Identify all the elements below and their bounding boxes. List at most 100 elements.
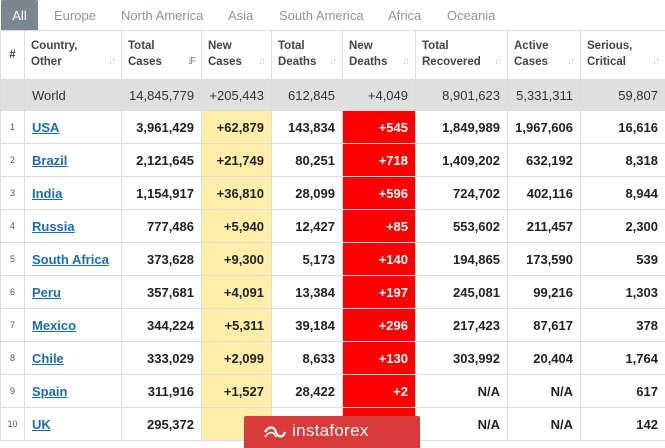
tab-south-america[interactable]: South America (279, 8, 364, 23)
header-label: Critical (587, 56, 626, 68)
total-recovered-cell: 8,901,623 (415, 79, 508, 111)
total-recovered-cell: 194,865 (415, 242, 508, 276)
tab-europe[interactable]: Europe (54, 8, 96, 23)
header-new-deaths[interactable]: New Deaths ↓↑ (342, 30, 416, 80)
total-recovered-cell: 724,702 (415, 176, 508, 210)
sort-descending-icon: ↓F (186, 56, 196, 67)
header-label: Other (31, 56, 62, 68)
active-cases-cell: N/A (507, 374, 581, 408)
new-deaths-cell: +130 (342, 341, 416, 375)
row-index: 9 (0, 374, 25, 408)
active-cases-cell: 632,192 (507, 143, 581, 177)
header-label: Serious, (587, 40, 633, 52)
header-total-cases[interactable]: Total Cases ↓F (121, 30, 202, 80)
header-label: Country, (31, 40, 78, 52)
country-name: World (24, 79, 122, 111)
row-index: 3 (0, 176, 25, 210)
header-total-deaths[interactable]: Total Deaths ↓↑ (271, 30, 343, 80)
country-link[interactable]: USA (24, 110, 122, 144)
new-cases-cell: +205,443 (201, 79, 272, 111)
active-cases-cell: 87,617 (507, 308, 581, 342)
total-deaths-cell: 13,384 (271, 275, 343, 309)
tab-all[interactable]: All (1, 0, 38, 30)
new-cases-cell: +4,091 (201, 275, 272, 309)
tab-asia[interactable]: Asia (228, 8, 254, 23)
total-recovered-cell: 553,602 (415, 209, 508, 243)
total-deaths-cell: 143,834 (271, 110, 343, 144)
new-deaths-cell: +545 (342, 110, 416, 144)
header-label: Total (128, 40, 155, 52)
table-row: 5 South Africa 373,628 +9,300 5,173 +140… (0, 242, 665, 276)
country-link[interactable]: India (24, 176, 122, 210)
table-row: 10 UK 295,372 + N/A N/A 142 (0, 407, 665, 441)
header-label: New (349, 40, 373, 52)
row-index (0, 79, 25, 111)
country-link[interactable]: Mexico (24, 308, 122, 342)
country-link[interactable]: Chile (24, 341, 122, 375)
new-deaths-cell: +140 (342, 242, 416, 276)
tab-oceania[interactable]: Oceania (447, 8, 496, 23)
country-link[interactable]: South Africa (24, 242, 122, 276)
total-recovered-cell: N/A (415, 407, 508, 441)
active-cases-cell: N/A (507, 407, 581, 441)
total-deaths-cell: 39,184 (271, 308, 343, 342)
active-cases-cell: 5,331,311 (507, 79, 581, 111)
header-label: Total (422, 40, 449, 52)
active-cases-cell: 1,967,606 (507, 110, 581, 144)
serious-critical-cell: 8,318 (580, 143, 665, 177)
country-link[interactable]: Russia (24, 209, 122, 243)
header-new-cases[interactable]: New Cases ↓↑ (201, 30, 272, 80)
country-link[interactable]: Brazil (24, 143, 122, 177)
instaforex-logo-icon (264, 426, 286, 438)
new-deaths-cell: +718 (342, 143, 416, 177)
new-cases-cell: +36,810 (201, 176, 272, 210)
total-recovered-cell: N/A (415, 374, 508, 408)
new-cases-cell: +5,940 (201, 209, 272, 243)
row-index: 4 (0, 209, 25, 243)
tab-africa[interactable]: Africa (388, 8, 422, 23)
row-index: 8 (0, 341, 25, 375)
new-deaths-cell: +2 (342, 374, 416, 408)
active-cases-cell: 99,216 (507, 275, 581, 309)
total-deaths-cell: 5,173 (271, 242, 343, 276)
country-link[interactable]: Spain (24, 374, 122, 408)
total-cases-cell: 311,916 (121, 374, 202, 408)
total-cases-cell: 333,029 (121, 341, 202, 375)
header-index: # (0, 30, 25, 80)
total-cases-cell: 373,628 (121, 242, 202, 276)
active-cases-cell: 173,590 (507, 242, 581, 276)
total-recovered-cell: 217,423 (415, 308, 508, 342)
header-country[interactable]: Country, Other ↓↑ (24, 30, 122, 80)
country-link[interactable]: Peru (24, 275, 122, 309)
header-serious-critical[interactable]: Serious, Critical ↓↑ (580, 30, 665, 80)
total-deaths-cell: 612,845 (271, 79, 343, 111)
header-active-cases[interactable]: Active Cases ↓↑ (507, 30, 581, 80)
row-index: 1 (0, 110, 25, 144)
tab-north-america[interactable]: North America (121, 8, 204, 23)
table-row: 4 Russia 777,486 +5,940 12,427 +85 553,6… (0, 209, 665, 243)
total-recovered-cell: 245,081 (415, 275, 508, 309)
row-index: 6 (0, 275, 25, 309)
sort-arrows-icon: ↓↑ (258, 56, 266, 67)
new-deaths-cell: +296 (342, 308, 416, 342)
total-cases-cell: 14,845,779 (121, 79, 202, 111)
table-row: 2 Brazil 2,121,645 +21,749 80,251 +718 1… (0, 143, 665, 177)
sort-arrows-icon: ↓↑ (329, 56, 337, 67)
total-deaths-cell: 12,427 (271, 209, 343, 243)
serious-critical-cell: 142 (580, 407, 665, 441)
sort-arrows-icon: ↓↑ (567, 56, 575, 67)
header-total-recovered[interactable]: Total Recovered ↓↑ (415, 30, 508, 80)
total-deaths-cell: 28,422 (271, 374, 343, 408)
row-index: 5 (0, 242, 25, 276)
row-index: 2 (0, 143, 25, 177)
new-cases-cell: +2,099 (201, 341, 272, 375)
country-link[interactable]: UK (24, 407, 122, 441)
total-recovered-cell: 1,849,989 (415, 110, 508, 144)
total-recovered-cell: 303,992 (415, 341, 508, 375)
instaforex-watermark: instaforex (244, 416, 420, 448)
total-cases-cell: 357,681 (121, 275, 202, 309)
active-cases-cell: 211,457 (507, 209, 581, 243)
new-deaths-cell: +596 (342, 176, 416, 210)
new-deaths-cell: +197 (342, 275, 416, 309)
serious-critical-cell: 617 (580, 374, 665, 408)
